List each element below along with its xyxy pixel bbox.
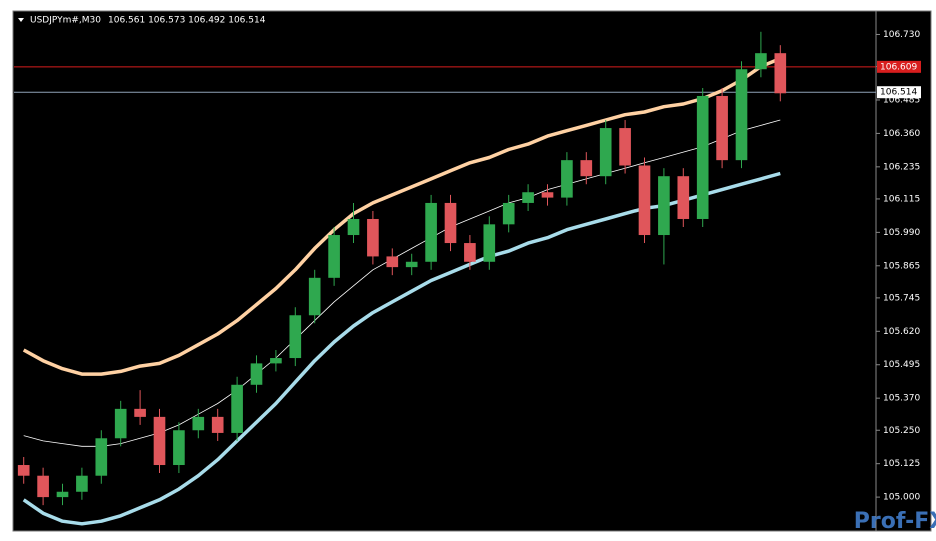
watermark: Prof-FX [854,509,936,534]
y-tick-label: 105.495 [883,360,920,370]
candle-body [173,430,185,466]
symbol-title: USDJPYm#,M30 [30,16,101,26]
candle-body [464,243,476,262]
menu-arrow[interactable] [18,18,24,22]
candle-body [153,416,166,466]
price-label-box [877,60,921,73]
price-label: 106.514 [880,88,917,98]
y-tick-label: 106.730 [883,30,920,40]
candle-body [580,160,593,177]
chart-background [12,10,932,532]
candle-body [696,95,709,219]
y-tick-label: 105.000 [883,493,920,503]
candle-body [599,128,612,177]
band-line [22,171,781,526]
candle-body [76,475,88,492]
candle-body [134,408,146,417]
y-tick-label: 106.360 [883,129,920,139]
candle-body [677,176,690,219]
y-tick-label: 105.865 [883,261,920,271]
plot: 106.730106.610106.485106.360106.235106.1… [14,30,921,526]
candle-body [17,465,30,476]
y-tick-label: 105.745 [883,293,920,303]
candle-body [716,95,728,161]
price-label-box [877,86,921,99]
candle-body [735,69,748,161]
y-tick-label: 105.125 [883,459,920,469]
candle-body [444,202,457,244]
candle-body [425,202,437,262]
y-tick-label: 105.250 [883,426,920,436]
candle-body [192,416,205,431]
candle-body [95,438,108,476]
candle-body [328,235,340,278]
y-tick-label: 105.990 [883,228,920,238]
candle-body [755,53,767,70]
candle-body [619,128,631,166]
y-tick-label: 106.115 [883,194,920,204]
quote-text: 106.561 106.573 106.492 106.514 [108,16,266,26]
candle-body [270,358,282,364]
candle-body [289,315,302,359]
candle-body [37,475,49,498]
candle-body [405,261,418,268]
candle-body [231,384,243,433]
candle-body [774,53,787,94]
candle-body [308,277,321,316]
candle-body [658,176,670,236]
candle-body [638,165,651,236]
candle-body [211,416,224,433]
candle-body [367,218,379,257]
y-tick-label: 106.235 [883,162,920,172]
candle-body [386,256,399,268]
candle-body [541,192,554,198]
candle-body [250,363,263,385]
candle-body [561,160,573,198]
candle-body [522,192,534,203]
y-tick-label: 106.485 [883,95,920,105]
y-tick-label: 105.620 [883,327,920,337]
candle-body [347,218,360,236]
band-line [23,119,781,447]
price-label: 106.609 [880,62,917,72]
candle-body [56,491,69,498]
candle-body [483,224,496,262]
candle-body [502,202,515,225]
y-tick-label: 105.370 [883,394,920,404]
candle-body [114,408,127,439]
band-line [22,56,781,376]
